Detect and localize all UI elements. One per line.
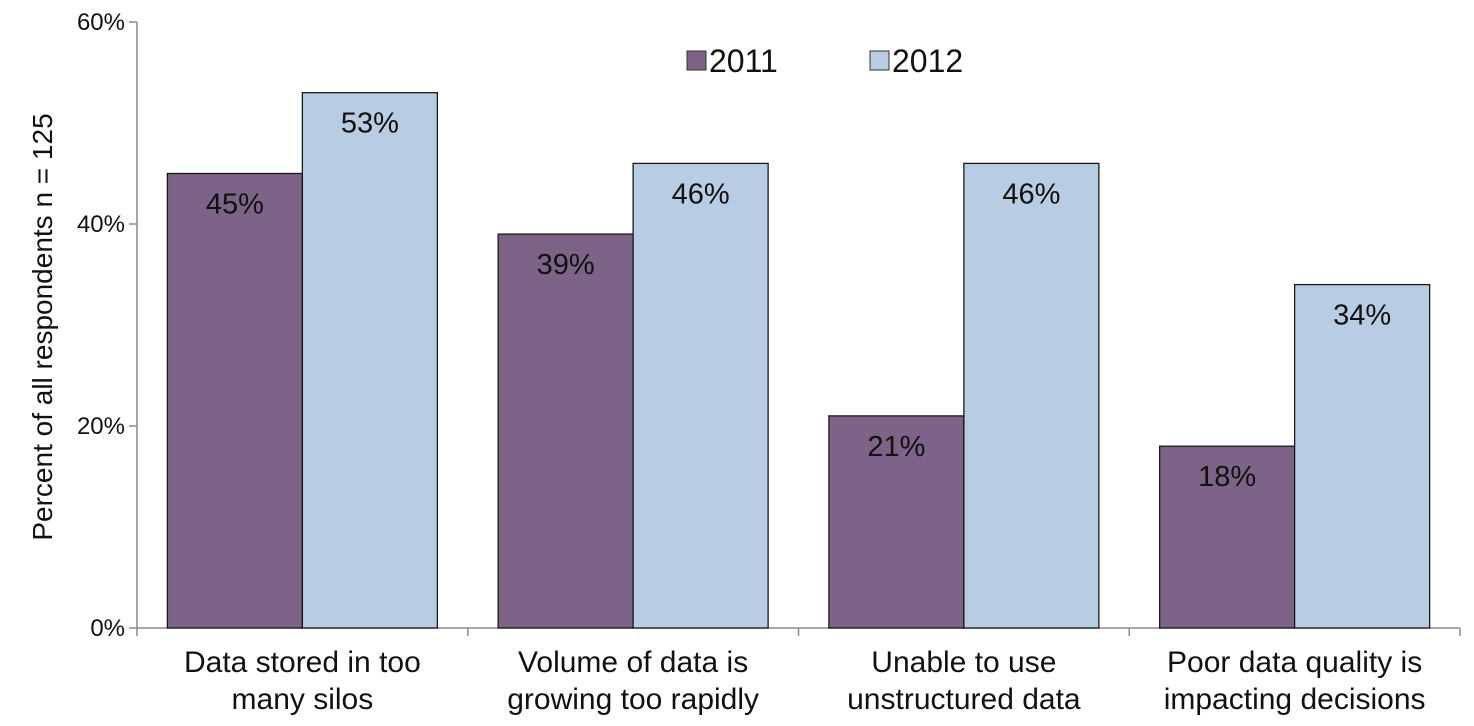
x-category-label-3: Poor data quality is impacting decisions — [1164, 646, 1426, 716]
data-labels: 45% 53% 39% 46% 21% 46% 18% 34% — [206, 108, 1391, 494]
data-label-2011-3: 18% — [1198, 461, 1256, 493]
bar-2011-1 — [497, 233, 634, 629]
data-label-2011-0: 45% — [206, 189, 264, 221]
legend-label-2012: 2012 — [892, 43, 963, 79]
data-label-2012-0: 53% — [341, 108, 399, 140]
bar-2012-1 — [632, 162, 769, 629]
bar-2012-2 — [963, 162, 1100, 629]
y-tick-label: 0% — [90, 615, 125, 642]
data-label-2012-3: 34% — [1333, 300, 1391, 332]
axes: 0% 20% 40% 60% Data stored in too many silos V… — [77, 9, 1461, 716]
x-category-label-0: Data stored in too many silos — [184, 646, 421, 716]
legend-swatch-2011 — [686, 50, 707, 71]
bars — [166, 92, 1431, 629]
y-axis-title: Percent of all respondents n = 125 — [27, 113, 58, 540]
y-tick-label: 40% — [77, 211, 125, 238]
legend: 2011 2012 — [686, 43, 963, 79]
y-tick-label: 60% — [77, 9, 125, 36]
bar-2011-0 — [166, 172, 304, 629]
data-label-2012-1: 46% — [672, 178, 730, 210]
x-category-label-1: Volume of data is growing too rapidly — [507, 646, 759, 716]
legend-swatch-2012 — [869, 50, 890, 71]
bar-2011-3 — [1158, 445, 1296, 629]
data-label-2011-2: 21% — [867, 431, 925, 463]
x-category-label-2: Unable to use unstructured data — [847, 646, 1081, 716]
bar-2012-3 — [1293, 283, 1431, 629]
data-label-2012-2: 46% — [1002, 178, 1060, 210]
y-tick-label: 20% — [77, 413, 125, 440]
data-label-2011-1: 39% — [537, 249, 595, 281]
bar-2012-0 — [301, 92, 439, 629]
legend-label-2011: 2011 — [709, 43, 778, 79]
